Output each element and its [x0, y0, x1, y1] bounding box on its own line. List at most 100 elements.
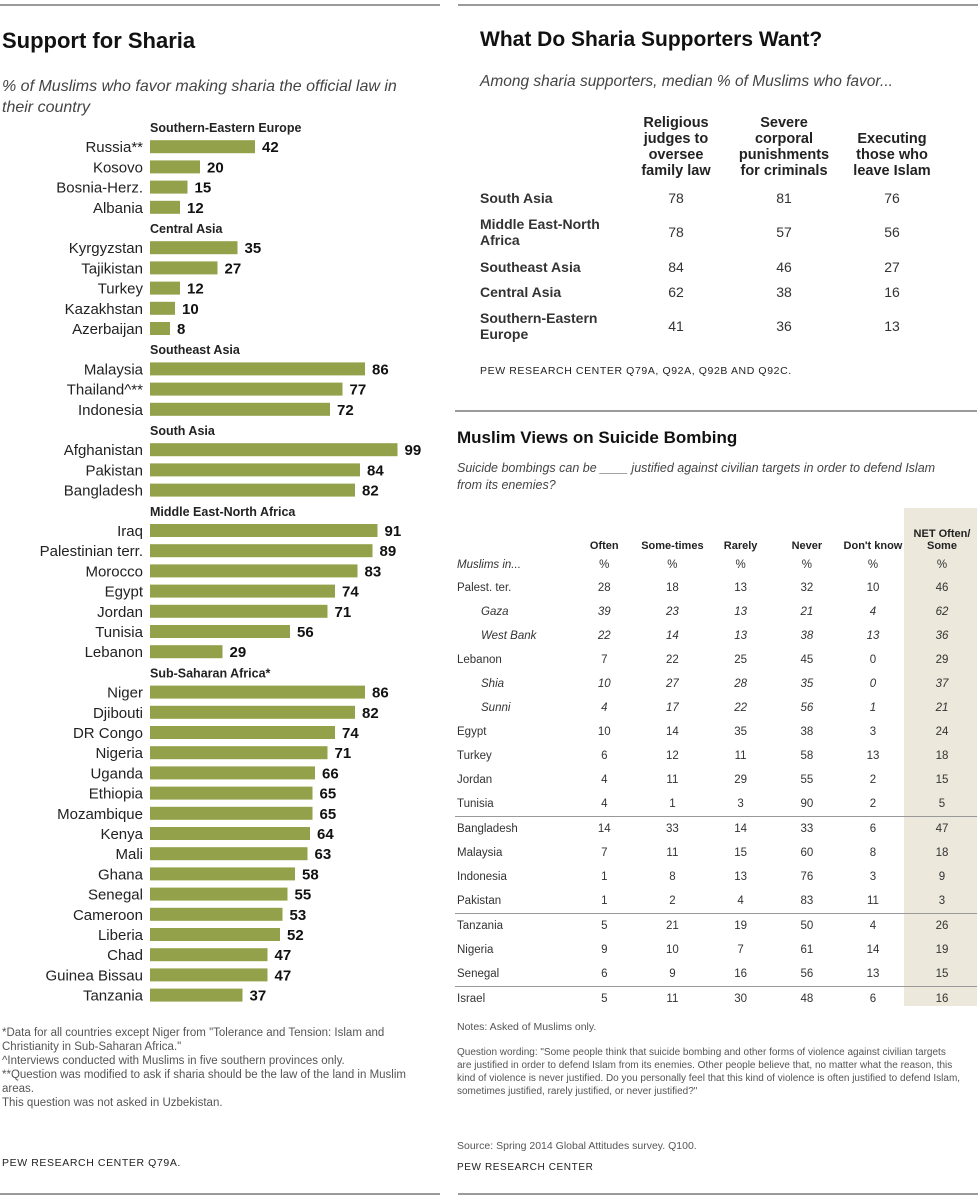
table-row: Indonesia 1 8 13 76 3 9 — [455, 865, 977, 889]
table-cell: 78 — [668, 189, 684, 206]
table-cell: 0 — [869, 678, 877, 690]
bar-label: Morocco — [85, 563, 143, 580]
sharia-supporters-subtitle: Among sharia supporters, median % of Mus… — [480, 73, 893, 90]
table-cell: 4 — [601, 774, 608, 786]
table-cell: 57 — [776, 224, 792, 240]
table-cell: 27 — [884, 258, 900, 275]
bar — [150, 200, 180, 214]
table-row: Sunni 4 17 22 56 1 21 — [455, 696, 977, 720]
bar-value-label: 74 — [342, 725, 359, 742]
bar — [150, 625, 290, 638]
table-cell: 55 — [800, 774, 814, 786]
column-header: Never — [791, 540, 823, 552]
bar — [150, 544, 373, 558]
bar-value-label: 53 — [290, 907, 307, 924]
table-cell: 1 — [601, 871, 608, 883]
bar — [150, 322, 170, 335]
bar-value-label: 15 — [195, 180, 212, 197]
table-cell: 0 — [869, 654, 877, 666]
bar-value-label: 52 — [287, 927, 304, 944]
column-header: NET Often/ Some — [913, 528, 971, 552]
bar — [150, 827, 310, 840]
table-cell: 13 — [866, 750, 880, 762]
right-mid-rule — [455, 410, 977, 412]
table-cell: 3 — [869, 871, 877, 883]
bar-label: Turkey — [98, 281, 144, 298]
table-cell: 15 — [935, 968, 949, 980]
sharia-table-corner — [478, 115, 622, 185]
table-cell: 13 — [734, 582, 747, 594]
country-label: Tanzania — [455, 913, 571, 938]
bar-value-label: 84 — [367, 462, 384, 479]
bar-label: Senegal — [88, 887, 143, 904]
table-cell: 7 — [601, 654, 608, 666]
bar-value-label: 66 — [322, 765, 339, 782]
bar — [150, 584, 335, 598]
units-cell: % — [936, 559, 948, 571]
right-bottom-rule — [458, 1193, 978, 1195]
table-cell: 10 — [597, 726, 611, 738]
country-label: Gaza — [481, 606, 509, 618]
table-cell: 2 — [869, 774, 877, 786]
bombing-table-header: Often Some-times Rarely Never Don't know… — [455, 508, 977, 554]
bar — [150, 160, 200, 174]
bombing-notes: Notes: Asked of Muslims only. — [457, 1021, 597, 1033]
table-cell: 56 — [800, 968, 814, 980]
bar-value-label: 10 — [182, 301, 199, 318]
bar-value-label: 83 — [365, 563, 382, 580]
bar-value-label: 29 — [230, 644, 247, 661]
bar-label: Egypt — [105, 584, 144, 601]
sharia-table-header: Religious judges to oversee family law S… — [478, 115, 946, 185]
table-row: Senegal 6 9 16 56 13 15 — [455, 962, 977, 987]
table-row: Egypt 10 14 35 38 3 24 — [455, 720, 977, 744]
bar-label: Chad — [107, 947, 143, 964]
table-cell: 7 — [601, 847, 608, 859]
bar — [150, 726, 335, 739]
bar-label: Kosovo — [93, 159, 143, 176]
right-top-rule — [458, 4, 978, 6]
country-label: Pakistan — [457, 895, 502, 907]
table-cell: 21 — [935, 702, 949, 714]
table-cell: 13 — [866, 630, 880, 642]
sharia-chart-subtitle: % of Muslims who favor making sharia the… — [2, 78, 397, 116]
region-label: Middle East-North Africa — [480, 216, 600, 248]
table-cell: 41 — [668, 318, 684, 334]
table-row: Turkey 6 12 11 58 13 18 — [455, 744, 977, 768]
table-row: Southern-Eastern Europe 41 36 13 — [478, 304, 946, 348]
bar-value-label: 89 — [380, 543, 397, 560]
table-cell: 17 — [665, 702, 679, 714]
table-cell: 11 — [638, 986, 707, 1011]
sharia-supporters-source: PEW RESEARCH CENTER Q79a, Q92a, Q92b and… — [480, 365, 792, 377]
left-top-rule — [0, 4, 440, 6]
country-label: Sunni — [481, 702, 511, 714]
region-label: Southern-Eastern Europe — [480, 310, 598, 342]
table-cell: 1 — [601, 895, 608, 907]
units-row: Muslims in... % % % % % % — [455, 554, 977, 576]
table-cell: 24 — [935, 726, 949, 738]
bar-label: Azerbaijan — [72, 321, 143, 338]
bar-value-label: 42 — [262, 139, 279, 156]
table-cell: 29 — [734, 774, 747, 786]
table-cell: 13 — [866, 968, 880, 980]
bar-label: Tanzania — [83, 988, 144, 1005]
table-cell: 3 — [869, 726, 877, 738]
table-cell: 11 — [734, 750, 747, 762]
bar-value-label: 56 — [297, 624, 314, 641]
bombing-question-wording: Question wording: "Some people think tha… — [457, 1047, 961, 1097]
table-cell: 10 — [665, 944, 679, 956]
country-label: Nigeria — [457, 944, 494, 956]
bar-label: Malaysia — [84, 361, 144, 378]
units-cell: % — [667, 559, 678, 571]
bar-value-label: 91 — [385, 523, 402, 540]
suicide-bombing-title: Muslim Views on Suicide Bombing — [457, 428, 738, 447]
table-cell: 10 — [597, 678, 611, 690]
table-cell: 6 — [838, 986, 907, 1011]
table-cell: 56 — [800, 702, 814, 714]
bar-label: Liberia — [98, 927, 144, 944]
table-cell: 11 — [866, 895, 879, 907]
table-row: Nigeria 9 10 7 61 14 19 — [455, 938, 977, 962]
bar-value-label: 63 — [315, 846, 332, 863]
table-cell: 38 — [800, 726, 814, 738]
column-header: Religious judges to oversee family law — [641, 115, 711, 179]
bar-label: Uganda — [90, 765, 143, 782]
